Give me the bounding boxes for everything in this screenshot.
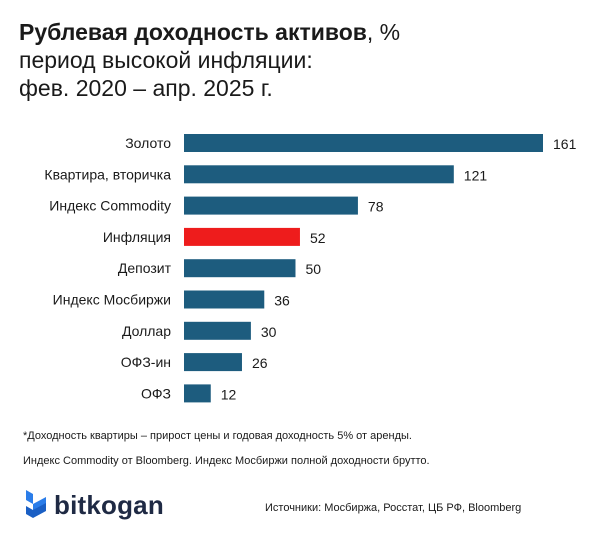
value-label: 50 [305,261,321,277]
logo-text: bitkogan [54,489,164,520]
sources-text: Источники: Мосбиржа, Росстат, ЦБ РФ, Blo… [265,502,522,514]
value-label: 52 [310,230,326,246]
value-label: 26 [252,355,268,371]
bar-chart: Золото 161 Квартира, вторичка 121 Индекс Com… [44,134,577,403]
value-label: 36 [274,293,290,309]
value-label: 30 [261,324,277,340]
footnote-apartment: *Доходность квартиры – прирост цены и го… [23,430,412,442]
title-line-3: фев. 2020 – апр. 2025 г. [19,75,273,101]
category-label: ОФЗ-ин [121,354,171,370]
value-label: 12 [221,386,237,402]
title-unit: , % [366,19,401,45]
bar [184,321,251,340]
bitkogan-logo: bitkogan [24,489,164,521]
category-label: Индекс Commodity [49,198,171,214]
bar [184,259,296,278]
category-label: Квартира, вторичка [44,166,171,182]
title-bold-text: Рублевая доходность активов [19,19,367,45]
title-line-2: период высокой инфляции: [19,47,313,73]
value-label: 161 [553,136,577,152]
category-label: Доллар [122,323,171,339]
category-label: Инфляция [103,229,171,245]
bar [184,384,211,403]
footnote-indices: Индекс Commodity от Bloomberg. Индекс Мо… [23,455,430,467]
bar [184,134,543,152]
bitkogan-logo-icon [26,490,46,518]
category-label: Золото [125,135,171,151]
title-line-1: Рублевая доходность активов, % [19,18,579,46]
value-label: 121 [464,167,488,183]
bar [184,353,242,372]
category-label: Депозит [118,260,172,276]
category-label: ОФЗ [141,385,171,401]
chart-title: Рублевая доходность активов, % период вы… [19,18,579,102]
bar [184,165,454,184]
bar [184,227,300,246]
bar [184,290,265,309]
category-label: Индекс Мосбиржи [53,292,171,308]
value-label: 78 [368,199,384,215]
bar [184,196,358,215]
